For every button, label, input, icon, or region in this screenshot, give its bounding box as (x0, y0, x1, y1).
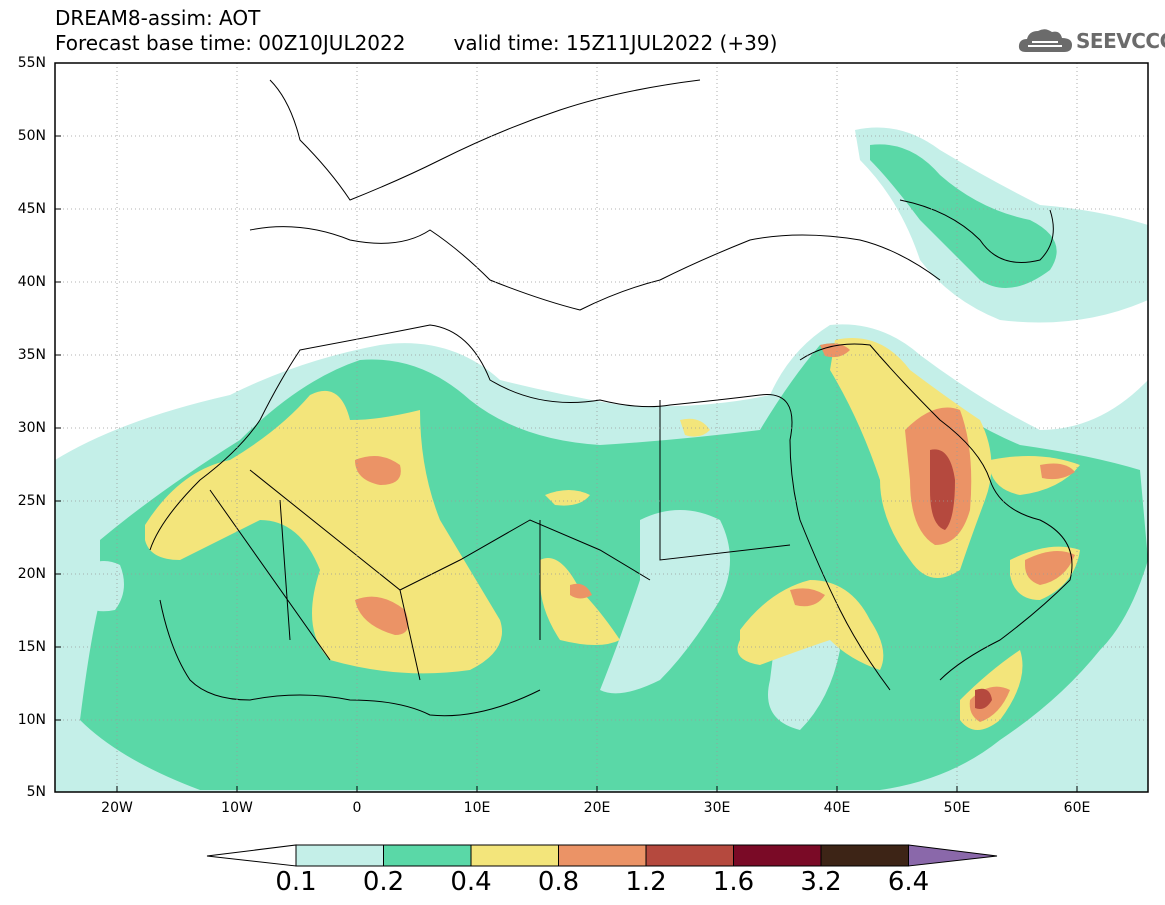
aot-field (55, 63, 1148, 792)
lon-label: 0 (352, 800, 362, 816)
colorbar-swatch (733, 844, 822, 867)
lon-label: 20E (583, 800, 611, 816)
lon-label: 10E (463, 800, 491, 816)
cloud-icon (1018, 29, 1072, 52)
colorbar-label: 0.8 (537, 867, 580, 897)
lon-label: 50E (943, 800, 971, 816)
lon-label: 10W (221, 800, 253, 816)
colorbar-swatch (820, 844, 909, 867)
colorbar-label: 0.4 (450, 867, 492, 897)
lon-label: 40E (823, 800, 851, 816)
seevccc-logo: SEEVCCC (1018, 26, 1165, 56)
colorbar-under-arrow (206, 844, 297, 867)
lat-label: 40N (17, 274, 46, 290)
colorbar-label: 1.2 (625, 867, 667, 897)
lon-label: 30E (703, 800, 731, 816)
colorbar-label: 3.2 (800, 867, 842, 897)
colorbar-swatch (558, 844, 647, 867)
colorbar-swatch (383, 844, 472, 867)
lon-label: 60E (1063, 800, 1091, 816)
lon-label: 20W (101, 800, 133, 816)
lat-label: 35N (17, 347, 46, 363)
time-info: Forecast base time: 00Z10JUL2022 valid ti… (55, 32, 777, 54)
lat-label: 5N (26, 784, 46, 800)
aot-band-1.2 (930, 449, 992, 709)
logo-text: SEEVCCC (1076, 29, 1165, 53)
colorbar-over-arrow (908, 844, 998, 867)
coastlines (149, 79, 1073, 717)
lat-label: 30N (17, 420, 46, 436)
lat-label: 25N (17, 493, 46, 509)
lat-label: 20N (17, 566, 46, 582)
colorbar-label: 6.4 (887, 867, 930, 897)
map-title: DREAM8-assim: AOT (55, 6, 261, 30)
colorbar-swatch (295, 844, 384, 867)
base-time: Forecast base time: 00Z10JUL2022 (55, 31, 406, 55)
axis-ticks (55, 62, 1078, 793)
lat-label: 10N (17, 712, 46, 728)
lat-label: 15N (17, 639, 46, 655)
colorbar-label: 1.6 (712, 867, 755, 897)
colorbar (206, 844, 998, 867)
valid-time: valid time: 15Z11JUL2022 (+39) (453, 31, 778, 55)
graticule (55, 63, 1148, 792)
lat-label: 55N (17, 55, 46, 71)
colorbar-label: 0.2 (362, 867, 405, 897)
colorbar-label: 0.1 (275, 867, 317, 897)
colorbar-swatch (645, 844, 734, 867)
colorbar-swatch (470, 844, 559, 867)
lat-label: 50N (17, 128, 46, 144)
lat-label: 45N (17, 201, 46, 217)
